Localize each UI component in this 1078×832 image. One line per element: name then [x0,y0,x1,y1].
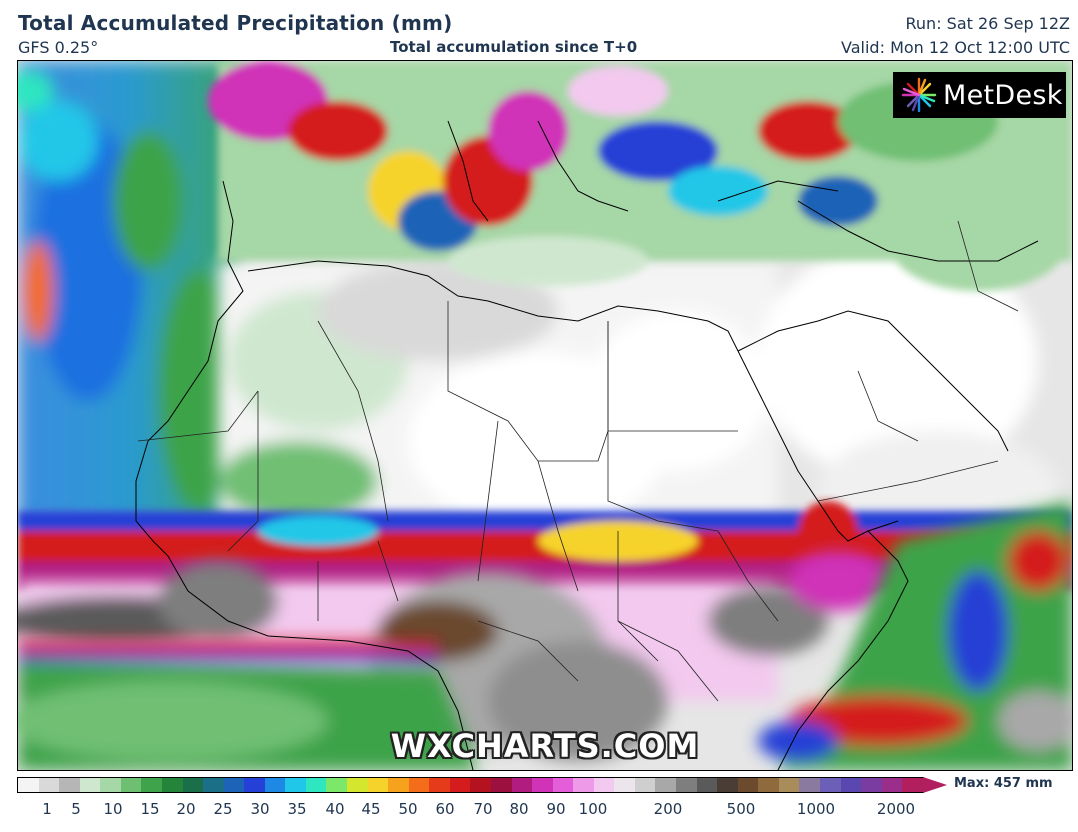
colorbar-segment [244,778,265,792]
colorbar-segment [161,778,183,792]
colorbar-segment [141,778,162,792]
colorbar-tick-label: 5 [71,800,81,818]
colorbar-segment [676,778,697,792]
colorbar-segment [305,778,327,792]
colorbar-segment [449,778,471,792]
colorbar-segment [470,778,491,792]
colorbar-tick-label: 90 [546,800,566,818]
colorbar-segment [79,778,101,792]
colorbar-segment [285,778,306,792]
colorbar-segment [799,778,820,792]
colorbar-tick-label: 20 [176,800,196,818]
colorbar-segment [182,778,204,792]
colorbar-segment [367,778,389,792]
atlantic-field [18,61,238,521]
colorbar-tick-label: 1000 [796,800,836,818]
colorbar-tick-label: 1 [42,800,52,818]
colorbar-segment [655,778,676,792]
colorbar-tick-label: 60 [435,800,455,818]
colorbar-segment [511,778,533,792]
accumulation-subtitle: Total accumulation since T+0 [390,38,638,56]
colorbar-tick-label: 45 [361,800,381,818]
colorbar-segment [203,778,224,792]
colorbar-tick-label: 30 [250,800,270,818]
colorbar-segment [120,778,142,792]
colorbar-tick-label: 35 [287,800,307,818]
colorbar-segment [223,778,245,792]
colorbar-segment [758,778,779,792]
colorbar-segment [778,778,800,792]
colorbar-max-arrow [923,777,947,793]
valid-label: Valid: Mon 12 Oct 12:00 UTC [841,38,1070,57]
colorbar-max-label: Max: 457 mm [954,776,1053,791]
colorbar-segment [532,778,553,792]
colorbar-segment [59,778,80,792]
colorbar-segment [326,778,347,792]
model-label: GFS 0.25° [18,38,99,57]
colorbar-segment [18,778,39,792]
colorbar-tick-label: 40 [325,800,345,818]
colorbar-segment [614,778,635,792]
gulf-field [18,641,478,770]
colorbar-segment [38,778,60,792]
sahara-field [218,241,1058,551]
run-label: Run: Sat 26 Sep 12Z [905,14,1070,33]
colorbar-tick-label: 500 [726,800,756,818]
colorbar-tick-label: 100 [578,800,608,818]
precipitation-map-svg [18,61,1072,770]
colorbar-segment [819,778,841,792]
colorbar-segment [902,778,923,792]
colorbar-segment [881,778,903,792]
metdesk-burst-icon [901,77,937,113]
colorbar-segment [408,778,430,792]
colorbar-segment [573,778,594,792]
country-borders [137,220,1019,702]
colorbar-segment [696,778,718,792]
colorbar-strip [17,777,924,793]
colorbar-ticks: 1 5 10 15 20 25 30 35 40 45 50 60 70 80 90 100 200 500 100… [0,800,1078,824]
colorbar-segment [100,778,121,792]
wxcharts-watermark: WXCHARTS.COM [390,727,700,765]
precipitation-map: MetDesk WXCHARTS.COM [17,60,1073,771]
colorbar-tick-label: 70 [473,800,493,818]
colorbar-tick-label: 80 [509,800,529,818]
colorbar-tick-label: 15 [140,800,160,818]
colorbar-segment [737,778,759,792]
colorbar-segment [593,778,615,792]
metdesk-logo: MetDesk [893,72,1066,118]
colorbar-tick-label: 2000 [876,800,916,818]
colorbar-segment [429,778,450,792]
colorbar-segment [634,778,656,792]
colorbar-segment [840,778,862,792]
colorbar-segment [347,778,368,792]
colorbar-segment [490,778,512,792]
colorbar-tick-label: 10 [103,800,123,818]
metdesk-logo-text: MetDesk [943,79,1063,111]
colorbar-tick-label: 50 [398,800,418,818]
colorbar-segment [264,778,286,792]
colorbar-segment [552,778,574,792]
indian-ocean-field [758,501,1072,770]
chart-title: Total Accumulated Precipitation (mm) [18,11,453,35]
colorbar-segment [861,778,882,792]
colorbar-segment [717,778,738,792]
colorbar-tick-label: 25 [213,800,233,818]
colorbar-tick-label: 200 [653,800,683,818]
colorbar [17,777,947,793]
colorbar-segment [388,778,409,792]
